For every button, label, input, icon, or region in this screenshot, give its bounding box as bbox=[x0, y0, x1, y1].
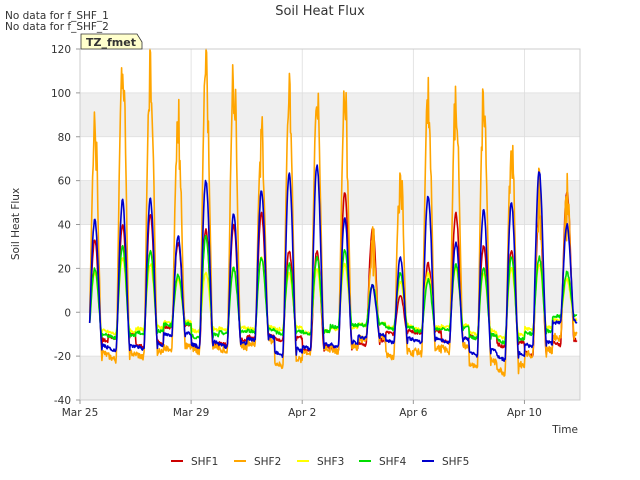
x-tick-label: Mar 29 bbox=[173, 407, 210, 419]
y-tick-label: 40 bbox=[58, 220, 71, 232]
y-tick-label: 0 bbox=[64, 307, 71, 319]
y-tick-label: 60 bbox=[58, 176, 71, 188]
y-tick-label: -40 bbox=[54, 395, 71, 407]
x-tick-label: Mar 25 bbox=[62, 407, 99, 419]
no-data-note-2: No data for f_SHF_2 bbox=[5, 21, 109, 33]
plot-band bbox=[80, 136, 580, 181]
y-tick-label: 100 bbox=[51, 88, 71, 100]
legend: SHF1 SHF2 SHF3 SHF4 SHF5 bbox=[171, 456, 469, 468]
x-tick-label: Apr 6 bbox=[399, 407, 428, 419]
chart-title: Soil Heat Flux bbox=[275, 4, 365, 19]
series-line-shf2 bbox=[88, 48, 578, 377]
x-tick-label: Apr 2 bbox=[288, 407, 316, 419]
plot-band bbox=[80, 49, 580, 93]
x-tick-labels: Mar 25 Mar 29 Apr 2 Apr 6 Apr 10 bbox=[62, 400, 542, 419]
series-layer bbox=[88, 48, 578, 377]
x-axis-label: Time bbox=[551, 424, 578, 436]
series-line-shf4 bbox=[88, 234, 578, 345]
plot-band bbox=[80, 268, 580, 313]
y-axis-label: Soil Heat Flux bbox=[10, 188, 22, 260]
plot-band bbox=[80, 224, 580, 269]
tz-badge-label: TZ_fmet bbox=[86, 36, 136, 49]
y-tick-labels: -40 -20 0 20 40 60 80 100 120 bbox=[51, 44, 80, 407]
y-tick-label: 120 bbox=[51, 44, 71, 56]
legend-label-shf2: SHF2 bbox=[254, 456, 281, 468]
y-tick-label: 20 bbox=[58, 263, 71, 275]
no-data-note-1: No data for f_SHF_1 bbox=[5, 10, 109, 22]
legend-label-shf4: SHF4 bbox=[379, 456, 407, 468]
legend-label-shf3: SHF3 bbox=[317, 456, 344, 468]
legend-label-shf1: SHF1 bbox=[191, 456, 218, 468]
plot-band bbox=[80, 180, 580, 225]
y-tick-label: -20 bbox=[54, 351, 71, 363]
tz-badge: TZ_fmet bbox=[80, 33, 143, 50]
legend-label-shf5: SHF5 bbox=[442, 456, 469, 468]
plot-band bbox=[80, 92, 580, 137]
y-tick-label: 80 bbox=[58, 132, 71, 144]
series-line-shf5 bbox=[88, 164, 578, 363]
x-tick-label: Apr 10 bbox=[507, 407, 542, 419]
